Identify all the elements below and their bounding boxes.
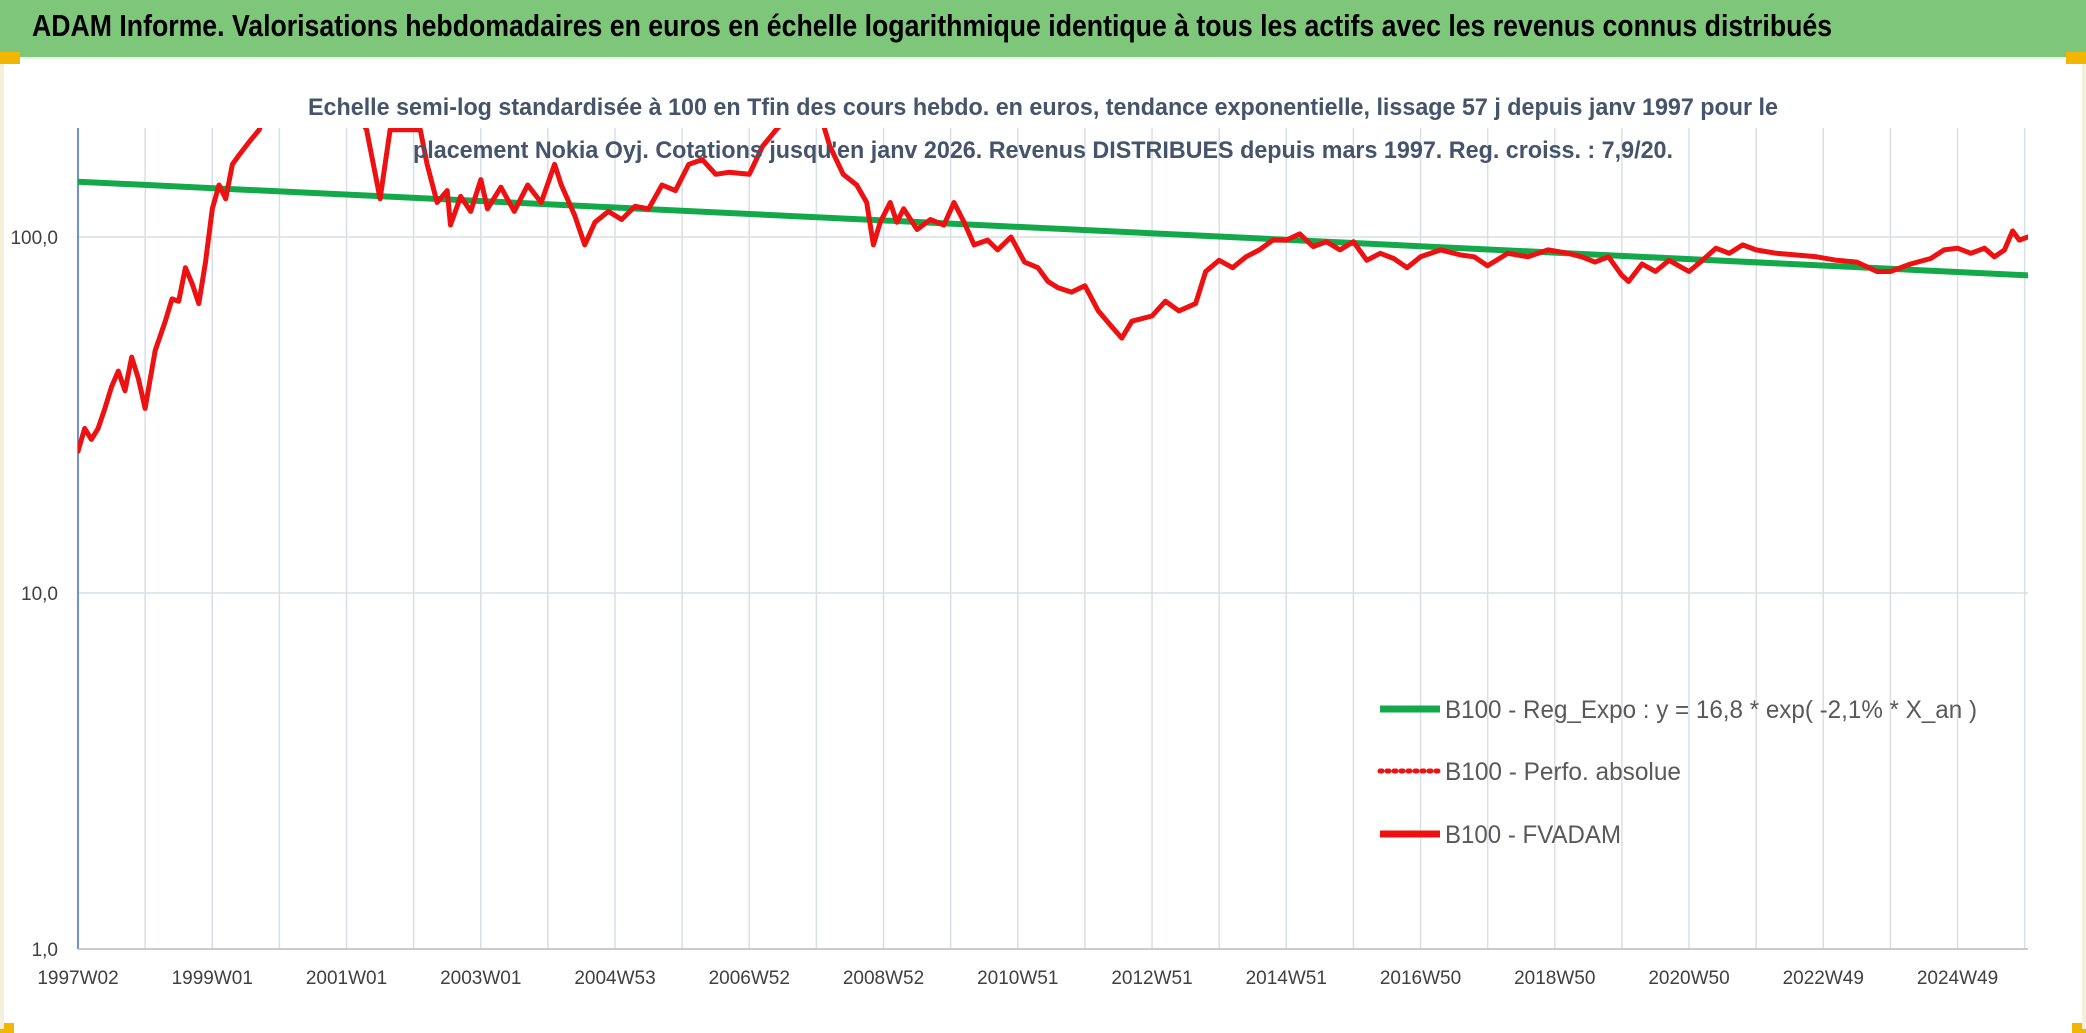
x-tick-label: 2018W50 bbox=[1514, 968, 1595, 989]
y-tick-label: 1,0 bbox=[32, 940, 58, 961]
legend-label-fvadam: B100 - FVADAM bbox=[1445, 821, 1621, 849]
series-line-0 bbox=[78, 178, 2028, 279]
x-tick-label: 2010W51 bbox=[977, 968, 1058, 989]
header-bar: ADAM Informe. Valorisations hebdomadaire… bbox=[0, 0, 2086, 59]
plot-area bbox=[78, 128, 2028, 454]
series-line-2 bbox=[78, 128, 2028, 454]
legend-label-reg-expo: B100 - Reg_Expo : y = 16,8 * exp( -2,1% … bbox=[1445, 696, 1977, 724]
frame-border bbox=[2082, 64, 2086, 1029]
x-tick-label: 2001W01 bbox=[306, 968, 387, 989]
axes: 1,0 10,0 100,0 1997W02 1999W01 2001W01 2003W01… bbox=[10, 128, 2028, 989]
x-tick-label: 2006W52 bbox=[709, 968, 790, 989]
corner-accent bbox=[2066, 52, 2086, 64]
page-title: ADAM Informe. Valorisations hebdomadaire… bbox=[32, 8, 1833, 43]
x-tick-label: 2012W51 bbox=[1111, 968, 1192, 989]
x-tick-label: 2020W50 bbox=[1648, 968, 1729, 989]
y-tick-label: 100,0 bbox=[10, 228, 58, 249]
corner-accent bbox=[0, 1023, 14, 1033]
frame-border bbox=[0, 64, 4, 1029]
x-tick-label: 2022W49 bbox=[1783, 968, 1864, 989]
x-tick-label: 2003W01 bbox=[440, 968, 521, 989]
corner-accent bbox=[2072, 1023, 2086, 1033]
x-tick-label: 2004W53 bbox=[574, 968, 655, 989]
chart-subtitle-line-1: Echelle semi-log standardisée à 100 en T… bbox=[308, 94, 1778, 121]
corner-accent bbox=[0, 52, 20, 64]
x-tick-label: 2008W52 bbox=[843, 968, 924, 989]
legend: B100 - Reg_Expo : y = 16,8 * exp( -2,1% … bbox=[1377, 696, 1977, 849]
x-tick-label: 2014W51 bbox=[1246, 968, 1327, 989]
legend-label-perfo-absolue: B100 - Perfo. absolue bbox=[1445, 758, 1681, 786]
x-tick-label: 2016W50 bbox=[1380, 968, 1461, 989]
y-tick-label: 10,0 bbox=[21, 584, 58, 605]
chart-title: Echelle semi-log standardisée à 100 en T… bbox=[308, 94, 1778, 164]
x-tick-label: 2024W49 bbox=[1917, 968, 1998, 989]
x-tick-label: 1997W02 bbox=[37, 968, 118, 989]
chart-subtitle-line-2: placement Nokia Oyj. Cotations jusqu'en … bbox=[413, 137, 1673, 164]
x-tick-label: 1999W01 bbox=[172, 968, 253, 989]
